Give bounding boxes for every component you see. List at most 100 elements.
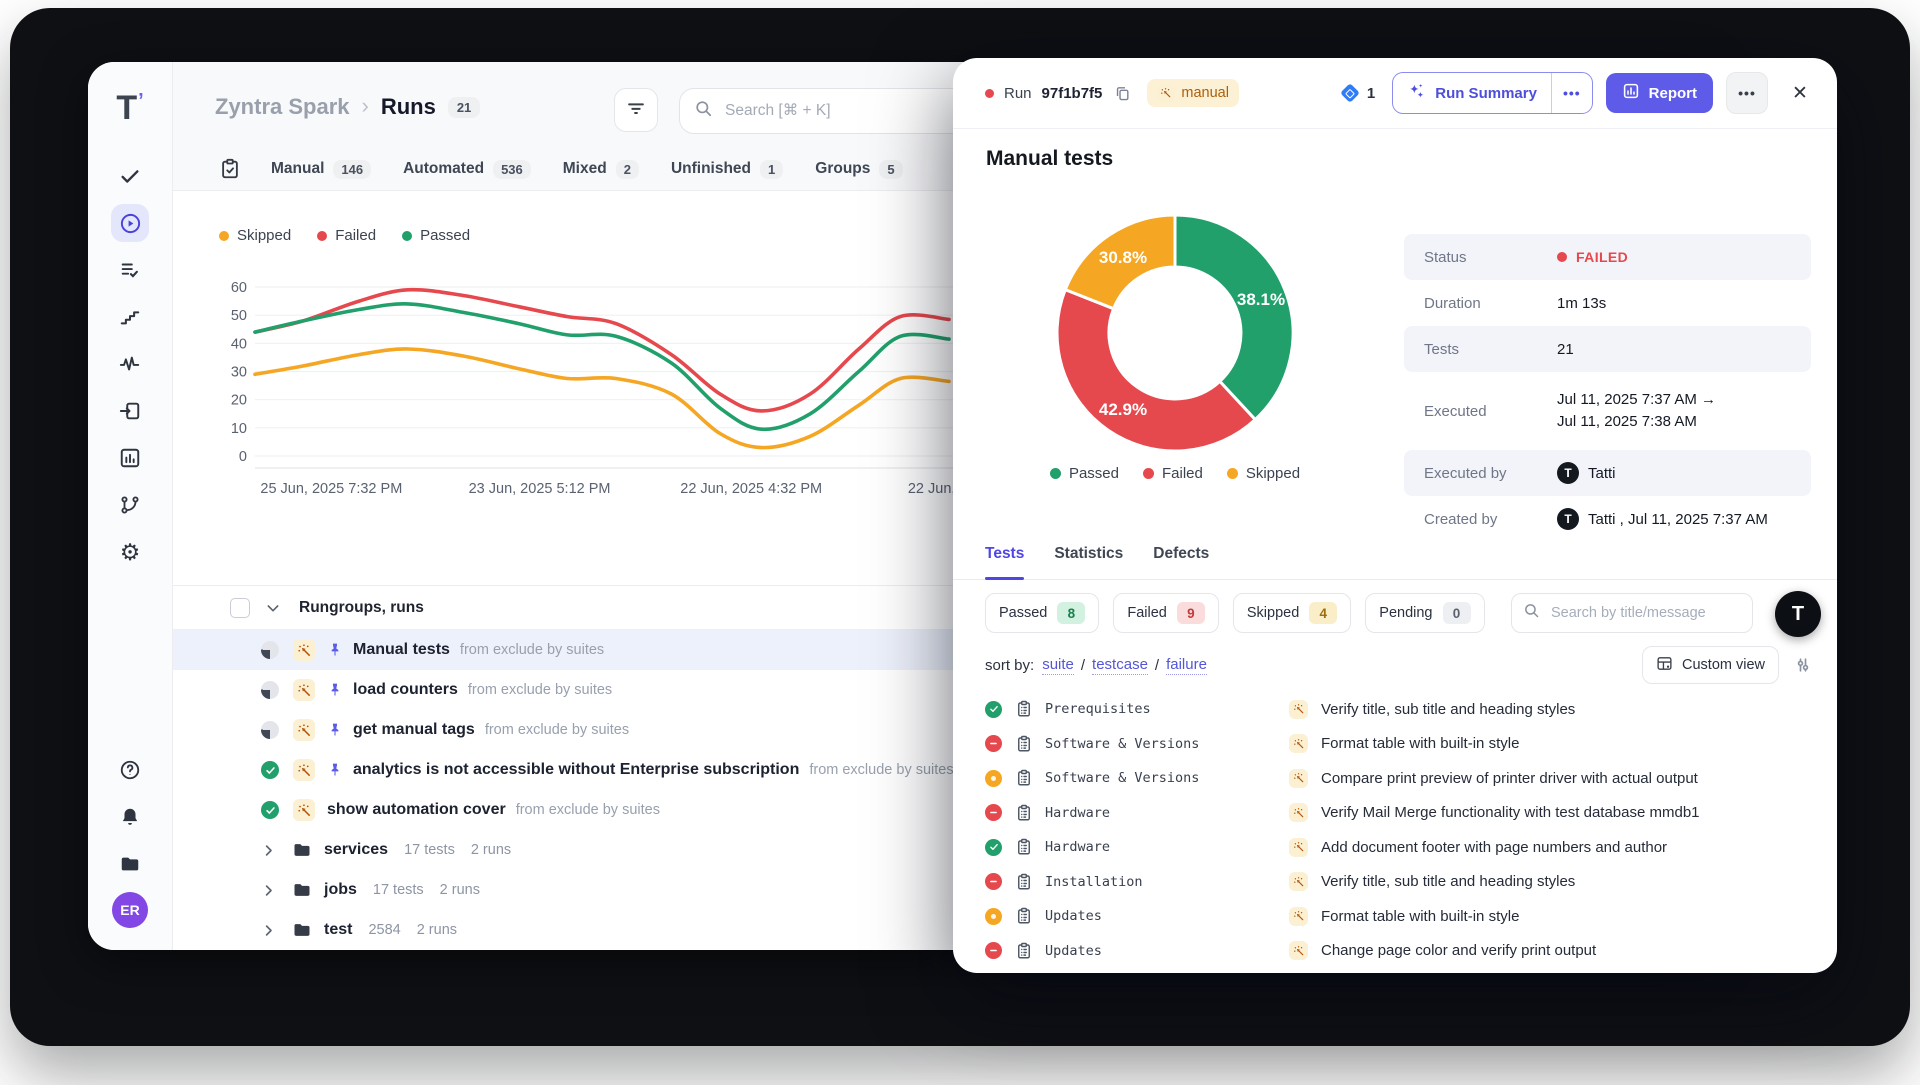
tab-label: Groups [815, 160, 871, 177]
sidebar-item-runs[interactable] [111, 204, 149, 242]
floating-logo-button[interactable]: T [1775, 591, 1821, 637]
sort-link-suite[interactable]: suite [1042, 655, 1074, 675]
run-name[interactable]: show automation cover [327, 801, 506, 818]
donut-legend-item-skipped[interactable]: Skipped [1226, 465, 1300, 482]
donut-legend-item-passed[interactable]: Passed [1049, 465, 1119, 482]
run-row[interactable]: get manual tags from exclude by suites [173, 710, 1708, 750]
test-row[interactable]: Prerequisites Verify title, sub title an… [953, 692, 1837, 727]
run-summary-button[interactable]: Run Summary ••• [1392, 72, 1593, 114]
app-logo[interactable]: T ’ [88, 86, 172, 130]
sidebar-item-notifications[interactable] [111, 798, 149, 836]
run-row[interactable]: show automation cover from exclude by su… [173, 790, 1708, 830]
folder-name[interactable]: services [324, 841, 389, 858]
page-title: Runs [380, 94, 436, 119]
tests-search-input[interactable] [1549, 604, 1741, 622]
sidebar-item-help[interactable] [111, 751, 149, 789]
test-title[interactable]: Verify title, sub title and heading styl… [1321, 700, 1576, 718]
run-summary-main[interactable]: Run Summary [1393, 73, 1551, 113]
tab-automated[interactable]: Automated 536 [403, 159, 531, 179]
filter-skipped[interactable]: Skipped 4 [1232, 593, 1352, 633]
sidebar-item-milestones[interactable] [111, 298, 149, 336]
folder-meta: 2 runs [439, 882, 480, 898]
test-row[interactable]: Installation Verify title, sub title and… [953, 865, 1837, 900]
donut-legend-item-failed[interactable]: Failed [1142, 465, 1203, 482]
passed-icon [985, 838, 1002, 856]
svg-text:60: 60 [231, 280, 247, 296]
sidebar-item-activity[interactable] [111, 345, 149, 383]
breadcrumb: Zyntra Spark › Runs 21 [215, 84, 481, 130]
legend-item-failed[interactable]: Failed [317, 227, 376, 244]
sidebar-item-settings[interactable]: ⚙ [111, 533, 149, 571]
filter-failed[interactable]: Failed 9 [1113, 593, 1219, 633]
breadcrumb-project[interactable]: Zyntra Spark [215, 94, 350, 119]
test-title[interactable]: Verify Mail Merge functionality with tes… [1321, 804, 1700, 822]
report-button[interactable]: Report [1605, 73, 1713, 113]
clipboard-check-icon [219, 158, 241, 180]
folder-name[interactable]: test [324, 921, 353, 938]
sidebar-item-import[interactable] [111, 392, 149, 430]
legend-item-passed[interactable]: Passed [402, 227, 470, 244]
tab-groups[interactable]: Groups 5 [815, 159, 903, 179]
filter-passed[interactable]: Passed 8 [985, 593, 1100, 633]
test-row[interactable]: Updates Format table with built-in style [953, 899, 1837, 934]
user-avatar: T [1557, 462, 1579, 484]
folder-row[interactable]: test 2584 2 runs [173, 910, 1708, 950]
test-row[interactable]: Software & Versions Format table with bu… [953, 727, 1837, 762]
sliders-icon[interactable] [1793, 655, 1813, 675]
test-title[interactable]: Format table with built-in style [1321, 735, 1520, 753]
chevron-right-icon[interactable] [261, 923, 276, 938]
tab-mixed[interactable]: Mixed 2 [563, 159, 639, 179]
chevron-right-icon[interactable] [261, 843, 276, 858]
filter-pending[interactable]: Pending 0 [1365, 593, 1485, 633]
legend-item-skipped[interactable]: Skipped [219, 227, 291, 244]
run-row[interactable]: analytics is not accessible without Ente… [173, 750, 1708, 790]
chevron-down-icon[interactable] [265, 600, 281, 616]
test-row[interactable] [953, 968, 1837, 973]
filter-button[interactable] [614, 88, 658, 132]
test-title[interactable]: Verify title, sub title and heading styl… [1321, 873, 1576, 891]
run-name[interactable]: get manual tags [353, 721, 475, 738]
sort-link-testcase[interactable]: testcase [1092, 655, 1148, 675]
test-row[interactable]: Updates Change page color and verify pri… [953, 934, 1837, 969]
test-title[interactable]: Add document footer with page numbers an… [1321, 838, 1668, 856]
run-row[interactable]: load counters from exclude by suites [173, 670, 1708, 710]
folder-row[interactable]: jobs 17 tests 2 runs [173, 870, 1708, 910]
sort-link-failure[interactable]: failure [1166, 655, 1207, 675]
custom-view-button[interactable]: Custom view [1642, 646, 1779, 684]
sidebar-item-analytics[interactable] [111, 439, 149, 477]
test-row[interactable]: Hardware Verify Mail Merge functionality… [953, 796, 1837, 831]
jira-link[interactable]: 1 [1339, 83, 1375, 103]
manual-icon [293, 799, 315, 821]
test-title[interactable]: Format table with built-in style [1321, 907, 1520, 925]
legend-dot-icon [402, 230, 413, 241]
test-row[interactable]: Hardware Add document footer with page n… [953, 830, 1837, 865]
panel-tab-statistics[interactable]: Statistics [1054, 545, 1124, 562]
more-options-button[interactable]: ••• [1726, 72, 1768, 114]
sidebar-item-projects[interactable] [111, 845, 149, 883]
run-name[interactable]: load counters [353, 681, 458, 698]
run-name[interactable]: analytics is not accessible without Ente… [353, 761, 800, 778]
folder-row[interactable]: services 17 tests 2 runs [173, 830, 1708, 870]
test-title[interactable]: Change page color and verify print outpu… [1321, 942, 1597, 960]
tab-unfinished[interactable]: Unfinished 1 [671, 159, 784, 179]
sidebar-item-branches[interactable] [111, 486, 149, 524]
test-title[interactable]: Compare print preview of printer driver … [1321, 769, 1698, 787]
test-row[interactable]: Software & Versions Compare print previe… [953, 761, 1837, 796]
folder-name[interactable]: jobs [324, 881, 357, 898]
sidebar-item-tests[interactable] [111, 157, 149, 195]
close-icon[interactable]: ✕ [1792, 82, 1808, 104]
user-avatar[interactable]: ER [112, 892, 148, 928]
tab-manual[interactable]: Manual 146 [271, 159, 372, 179]
copy-icon[interactable] [1114, 85, 1131, 102]
run-summary-more[interactable]: ••• [1562, 85, 1581, 101]
pin-icon [327, 762, 343, 778]
select-all-checkbox[interactable] [230, 597, 250, 618]
chevron-right-icon[interactable] [261, 883, 276, 898]
tests-search[interactable] [1511, 593, 1753, 633]
run-name[interactable]: Manual tests [353, 641, 450, 658]
panel-tab-defects[interactable]: Defects [1153, 545, 1210, 562]
sidebar-item-test-plans[interactable] [111, 251, 149, 289]
legend-label: Skipped [237, 227, 292, 244]
donut-legend: Passed Failed Skipped [975, 465, 1375, 482]
panel-tab-tests[interactable]: Tests [985, 537, 1025, 580]
